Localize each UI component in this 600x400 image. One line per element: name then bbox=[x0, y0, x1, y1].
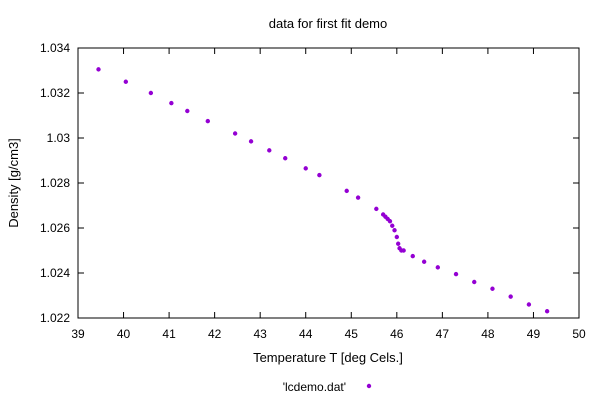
data-point bbox=[490, 286, 495, 291]
legend-marker bbox=[366, 383, 372, 389]
legend: 'lcdemo.dat' bbox=[283, 380, 372, 394]
data-point bbox=[374, 206, 379, 212]
data-point bbox=[544, 309, 550, 314]
y-axis: 1.022 1.024 1.026 1.028 1.03 1.032 1.034 bbox=[40, 41, 579, 325]
x-tick-label: 43 bbox=[254, 327, 268, 341]
data-point bbox=[508, 294, 513, 299]
y-tick-label: 1.028 bbox=[40, 176, 70, 190]
y-axis-label: Density [g/cm3] bbox=[6, 138, 21, 228]
x-tick-label: 42 bbox=[208, 327, 222, 341]
y-tick-label: 1.024 bbox=[40, 266, 70, 280]
y-tick-label: 1.032 bbox=[40, 86, 70, 100]
data-point bbox=[394, 234, 400, 240]
x-tick-label: 48 bbox=[481, 327, 495, 341]
data-point bbox=[123, 79, 129, 84]
data-point bbox=[205, 118, 211, 124]
data-point bbox=[185, 108, 190, 114]
x-tick-label: 49 bbox=[527, 327, 541, 341]
y-tick-label: 1.022 bbox=[40, 311, 70, 325]
x-tick-label: 44 bbox=[299, 327, 313, 341]
y-tick-label: 1.026 bbox=[40, 221, 70, 235]
data-point bbox=[395, 241, 401, 246]
data-point bbox=[344, 188, 349, 194]
data-point bbox=[248, 139, 254, 144]
data-point bbox=[317, 172, 322, 178]
data-points bbox=[96, 67, 550, 314]
x-tick-label: 39 bbox=[71, 327, 85, 341]
x-tick-label: 45 bbox=[345, 327, 359, 341]
plot-area bbox=[77, 47, 580, 319]
x-tick-label: 47 bbox=[436, 327, 450, 341]
data-point bbox=[232, 131, 238, 136]
x-tick-label: 50 bbox=[572, 327, 586, 341]
data-point bbox=[472, 279, 477, 285]
x-tick-label: 41 bbox=[162, 327, 176, 341]
data-point bbox=[96, 67, 101, 72]
data-point bbox=[387, 219, 393, 224]
y-tick-label: 1.034 bbox=[40, 41, 70, 55]
plot-frame bbox=[77, 47, 580, 319]
data-point bbox=[453, 271, 459, 277]
data-point bbox=[267, 148, 272, 153]
data-point bbox=[421, 259, 427, 264]
data-point bbox=[355, 195, 361, 200]
x-tick-label: 40 bbox=[117, 327, 131, 341]
data-point bbox=[435, 265, 441, 270]
x-tick-label: 46 bbox=[390, 327, 404, 341]
data-point bbox=[148, 90, 154, 96]
x-axis-label: Temperature T [deg Cels.] bbox=[253, 350, 403, 365]
data-point bbox=[303, 166, 308, 171]
chart-title: data for first fit demo bbox=[269, 16, 388, 31]
y-tick-label: 1.03 bbox=[47, 131, 71, 145]
data-point bbox=[392, 228, 397, 233]
data-point bbox=[410, 253, 415, 259]
data-point bbox=[283, 156, 288, 161]
data-point bbox=[169, 100, 174, 106]
data-point bbox=[390, 223, 395, 228]
data-point bbox=[526, 302, 532, 307]
x-axis: 39 40 41 42 43 44 45 46 47 48 49 50 bbox=[71, 48, 586, 341]
legend-label: 'lcdemo.dat' bbox=[283, 380, 346, 394]
data-point bbox=[401, 248, 406, 253]
